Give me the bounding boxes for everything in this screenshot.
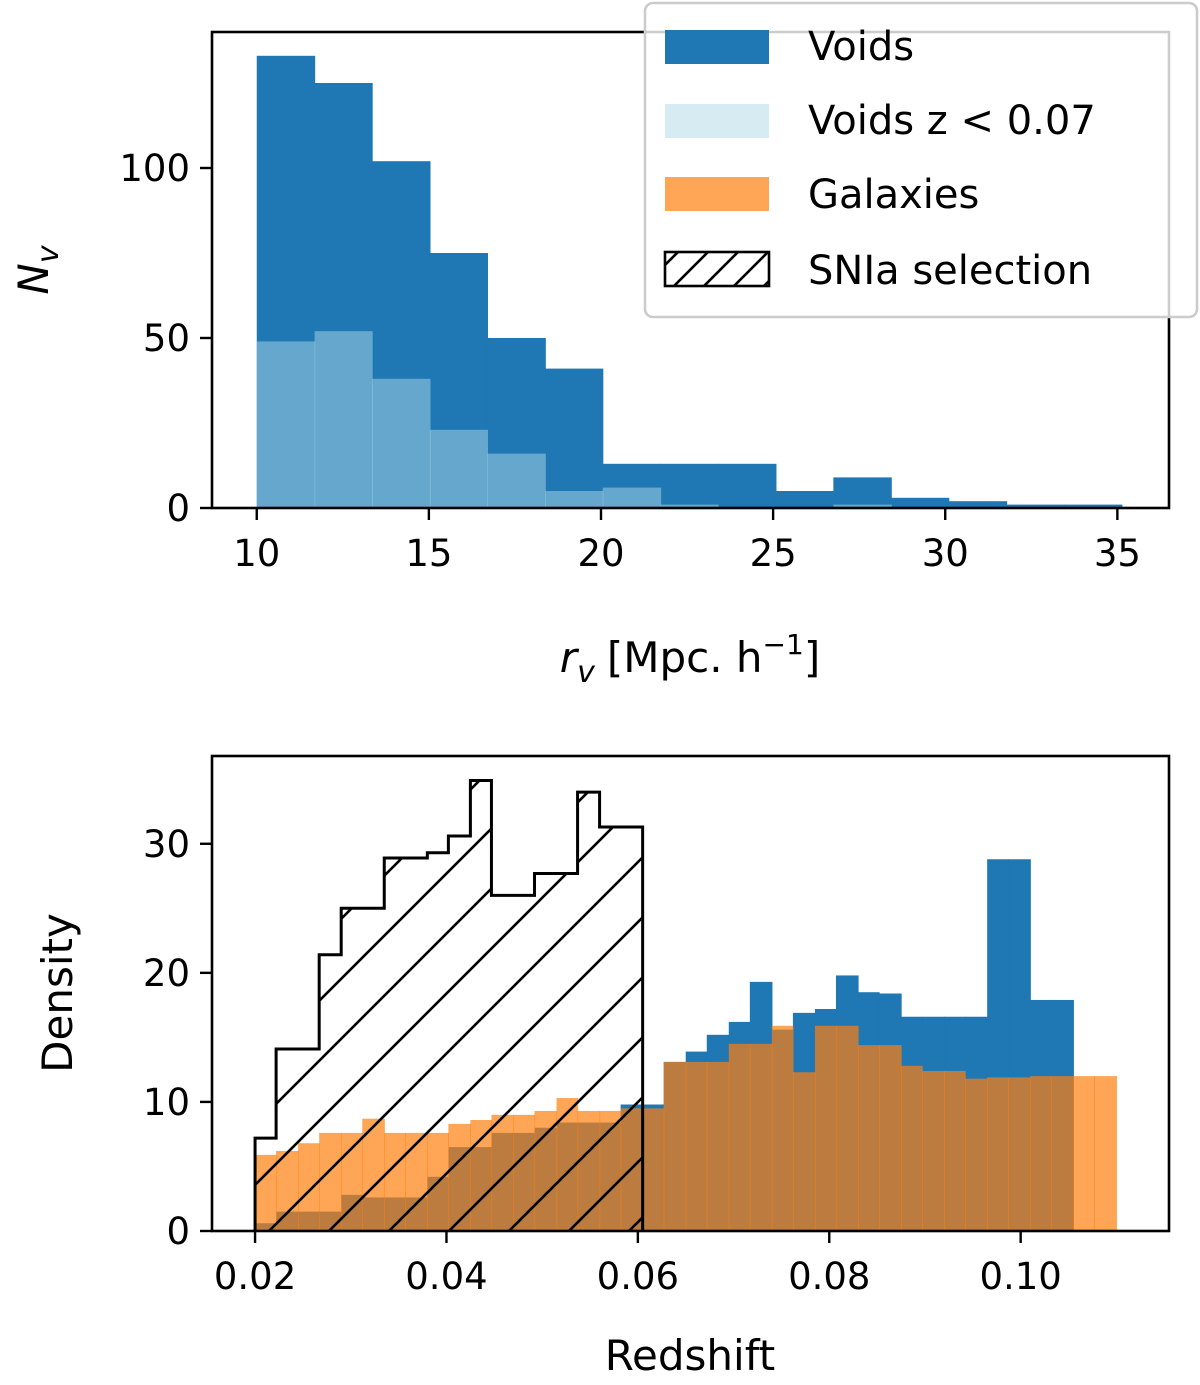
galaxies-redshift-bar <box>944 1070 966 1231</box>
bottom-x-tick-label: 0.04 <box>405 1255 487 1298</box>
voids-bar <box>833 477 892 508</box>
bottom-panel: 0.02 0.04 0.06 0.08 0.10 0 10 20 30 Redshift Den… <box>33 754 1171 1380</box>
bottom-y-tick-label: 0 <box>166 1210 190 1253</box>
legend-frame <box>643 1 1199 319</box>
snia-step-outline <box>253 779 645 1231</box>
voids-bar <box>775 491 834 508</box>
legend: Voids Voids z < 0.07 Galaxies SNIa selec… <box>643 1 1199 319</box>
legend-swatch-snia <box>663 250 771 288</box>
legend-label-galaxies: Galaxies <box>808 172 979 218</box>
legend-label-voids: Voids <box>808 24 914 70</box>
bottom-x-tick-label: 0.02 <box>214 1255 296 1298</box>
voids-lowz-bar <box>429 429 488 508</box>
legend-swatch-galaxies <box>665 177 769 211</box>
bottom-y-tick-label: 10 <box>143 1081 190 1124</box>
top-y-tick-label: 0 <box>166 487 190 530</box>
snia-hatch-fill <box>255 780 643 1231</box>
bottom-x-tick-label: 0.06 <box>597 1255 679 1298</box>
voids-lowz-bar <box>487 453 546 508</box>
galaxies-redshift-bar <box>814 1025 837 1231</box>
top-ticks: 10 15 20 25 30 35 0 50 100 <box>119 147 1141 575</box>
top-y-tick-label: 50 <box>143 317 190 360</box>
top-x-tick-label: 25 <box>750 532 797 575</box>
galaxies-redshift-bar <box>1030 1076 1052 1231</box>
galaxies-redshift-bar <box>857 1045 880 1231</box>
voids-bar <box>1006 504 1065 508</box>
voids-lowz-bar <box>833 504 892 508</box>
galaxies-redshift-bar <box>879 1045 902 1231</box>
voids-lowz-bar <box>314 331 373 508</box>
galaxies-redshift-bar <box>749 1043 773 1231</box>
galaxies-redshift-bar <box>642 1108 665 1231</box>
voids-lowz-bar <box>372 378 431 508</box>
bottom-y-tick-label: 30 <box>143 823 190 866</box>
bottom-y-tick-label: 20 <box>143 952 190 995</box>
voids-lowz-bar <box>660 504 719 508</box>
galaxies-redshift-bar <box>901 1065 923 1231</box>
voids-bar <box>545 368 604 508</box>
top-panel: 10 15 20 25 30 35 0 50 100 rv [Mpc. h−1] Nv Voids… <box>9 1 1199 690</box>
galaxies-redshift-bar <box>922 1070 945 1231</box>
bottom-bars <box>253 779 1117 1231</box>
top-x-tick-label: 10 <box>233 532 280 575</box>
galaxies-redshift-bar <box>987 1077 1009 1231</box>
voids-lowz-bar <box>602 487 662 508</box>
voids-bar <box>660 463 719 508</box>
top-x-axis-label: rv [Mpc. h−1] <box>560 628 820 690</box>
top-y-axis-label: Nv <box>9 244 66 294</box>
top-x-tick-label: 30 <box>922 532 969 575</box>
voids-bar <box>948 501 1008 508</box>
bottom-x-axis-label: Redshift <box>605 1331 775 1380</box>
voids-lowz-bar <box>545 491 604 508</box>
voids-lowz-bar <box>256 341 316 508</box>
galaxies-redshift-bar <box>771 1025 794 1231</box>
galaxies-redshift-bar <box>1051 1076 1074 1231</box>
galaxies-redshift-bar <box>965 1078 988 1231</box>
bottom-x-tick-label: 0.10 <box>979 1255 1061 1298</box>
galaxies-redshift-bar <box>792 1072 816 1231</box>
voids-bar <box>891 497 950 508</box>
top-x-tick-label: 20 <box>577 532 624 575</box>
voids-bar <box>1064 504 1123 508</box>
bottom-x-tick-label: 0.08 <box>788 1255 870 1298</box>
bottom-y-axis-label: Density <box>33 913 82 1073</box>
galaxies-redshift-bar <box>1073 1076 1095 1231</box>
bottom-ticks: 0.02 0.04 0.06 0.08 0.10 0 10 20 30 <box>143 823 1062 1298</box>
galaxies-redshift-bar <box>835 1025 859 1231</box>
galaxies-redshift-bar <box>728 1043 751 1231</box>
galaxies-redshift-bar <box>663 1061 687 1231</box>
legend-swatch-voids <box>665 30 769 64</box>
galaxies-redshift-bar <box>706 1061 730 1231</box>
top-x-tick-label: 35 <box>1094 532 1141 575</box>
top-y-tick-label: 100 <box>119 147 190 190</box>
legend-swatch-voids-z <box>665 104 769 138</box>
bottom-axes-frame <box>210 754 1171 1233</box>
top-bars <box>256 55 1123 508</box>
legend-label-voids-z: Voids z < 0.07 <box>808 98 1096 144</box>
top-x-tick-label: 15 <box>405 532 452 575</box>
galaxies-redshift-bar <box>685 1061 708 1231</box>
voids-bar <box>718 463 777 508</box>
galaxies-redshift-bar <box>1008 1077 1031 1231</box>
galaxies-redshift-bar <box>1094 1076 1117 1231</box>
legend-label-snia: SNIa selection <box>808 248 1092 294</box>
